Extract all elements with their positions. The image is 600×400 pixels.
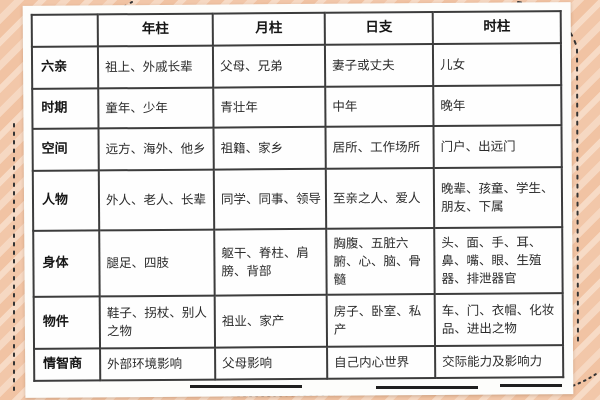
row-label: 身体 <box>33 230 100 297</box>
four-pillars-table: 年柱 月柱 日支 时柱 六亲 祖上、外戚长辈 父母、兄弟 妻子或丈夫 儿女 时期… <box>30 10 565 382</box>
table-card: 年柱 月柱 日支 时柱 六亲 祖上、外戚长辈 父母、兄弟 妻子或丈夫 儿女 时期… <box>22 2 574 398</box>
table-cell: 至亲之人、爱人 <box>325 168 435 229</box>
bottom-border-accent <box>376 386 478 389</box>
table-cell: 儿女 <box>432 43 562 87</box>
table-cell: 妻子或丈夫 <box>324 44 434 87</box>
header-month-pillar: 月柱 <box>212 12 325 46</box>
table-cell: 自己内心世界 <box>327 346 436 379</box>
table-cell: 交际能力及影响力 <box>435 345 564 379</box>
header-hour-pillar: 时柱 <box>432 11 561 45</box>
header-corner-cell <box>31 14 98 47</box>
table-cell: 晚年 <box>433 85 562 127</box>
header-year-pillar: 年柱 <box>97 13 213 47</box>
table-cell: 中年 <box>325 86 434 127</box>
row-label: 情智商 <box>34 348 101 381</box>
header-row: 年柱 月柱 日支 时柱 <box>31 11 561 47</box>
table-cell: 躯干、脊柱、肩膀、背部 <box>214 228 327 296</box>
table-cell: 同学、同事、领导 <box>213 168 327 230</box>
row-label: 物件 <box>33 296 101 349</box>
table-cell: 祖上、外戚长辈 <box>97 45 214 89</box>
table-cell: 鞋子、拐杖、别人之物 <box>99 295 216 349</box>
table-cell: 青壮年 <box>213 86 326 128</box>
table-row-six-relations: 六亲 祖上、外戚长辈 父母、兄弟 妻子或丈夫 儿女 <box>31 43 562 89</box>
table-row-objects: 物件 鞋子、拐杖、别人之物 祖业、家产 房子、卧室、私产 车、门、衣帽、化妆品、… <box>33 293 564 349</box>
table-cell: 头、面、手、耳、鼻、嘴、眼、生殖器、排泄器官 <box>434 227 563 295</box>
table-cell: 祖籍、家乡 <box>213 126 326 170</box>
table-cell: 车、门、衣帽、化妆品、进出之物 <box>434 293 564 347</box>
table-cell: 外人、老人、长辈 <box>98 169 215 231</box>
table-cell: 居所、工作场所 <box>325 126 434 169</box>
table-cell: 门户、出远门 <box>433 125 562 169</box>
row-label: 空间 <box>32 128 99 171</box>
table-row-body: 身体 腿足、四肢 躯干、脊柱、肩膀、背部 胸腹、五脏六腑、心、脑、骨髓 头、面、… <box>33 227 563 297</box>
table-row-people: 人物 外人、老人、长辈 同学、同事、领导 至亲之人、爱人 晚辈、孩童、学生、朋友… <box>32 167 563 231</box>
header-day-branch: 日支 <box>324 12 433 45</box>
table-cell: 胸腹、五脏六腑、心、脑、骨髓 <box>326 228 435 295</box>
row-label: 人物 <box>32 170 100 231</box>
table-cell: 腿足、四肢 <box>99 229 215 297</box>
table-cell: 外部环境影响 <box>100 347 216 381</box>
table-cell: 祖业、家产 <box>214 294 328 348</box>
table-row-space: 空间 远方、海外、他乡 祖籍、家乡 居所、工作场所 门户、出远门 <box>32 125 562 171</box>
table-cell: 父母、兄弟 <box>212 44 326 88</box>
table-cell: 童年、少年 <box>98 87 214 129</box>
table-cell: 父母影响 <box>215 346 328 380</box>
table-cell: 晚辈、孩童、学生、朋友、下属 <box>433 167 563 229</box>
table-cell: 房子、卧室、私产 <box>326 294 436 347</box>
table-row-eq-iq: 情智商 外部环境影响 父母影响 自己内心世界 交际能力及影响力 <box>34 345 564 381</box>
bottom-border-accent <box>190 385 302 388</box>
row-label: 六亲 <box>31 46 99 89</box>
table-cell: 远方、海外、他乡 <box>98 127 214 171</box>
bottom-border-accent <box>500 384 562 387</box>
row-label: 时期 <box>32 88 99 129</box>
table-row-period: 时期 童年、少年 青壮年 中年 晚年 <box>32 85 562 129</box>
